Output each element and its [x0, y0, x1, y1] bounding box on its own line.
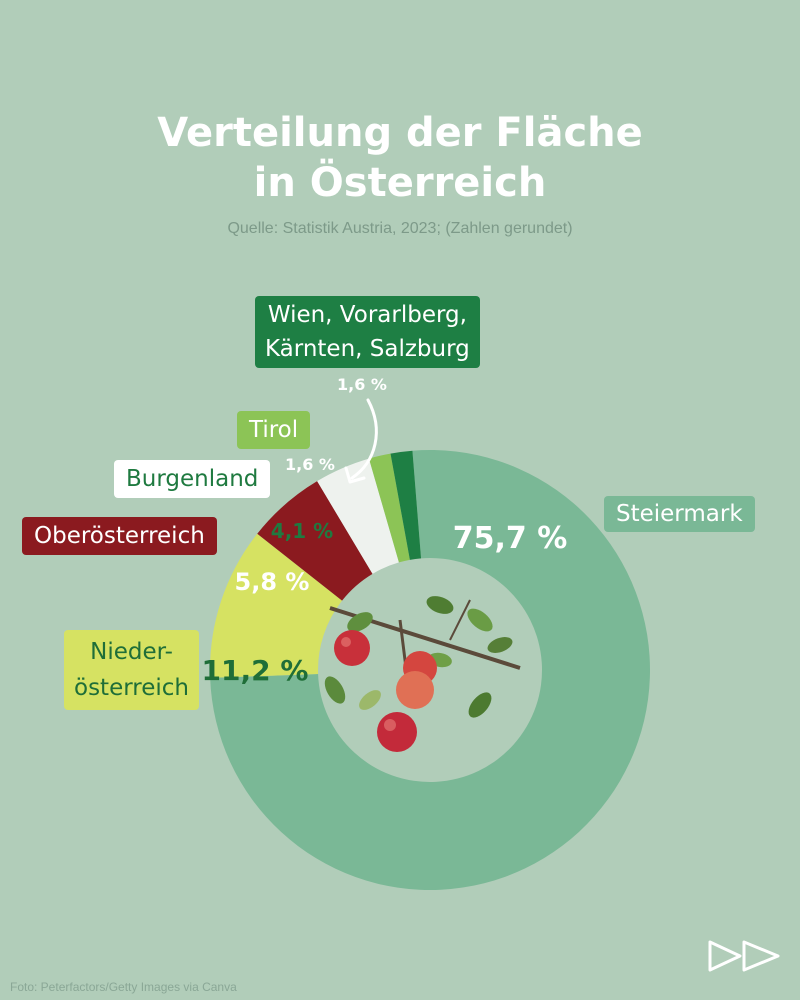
slice-label-tirol: 1,6 %	[285, 455, 335, 474]
donut-slice-burgenland	[317, 458, 399, 574]
slice-label-niederoesterreich: 11,2 %	[202, 654, 309, 687]
chart-title: Verteilung der Fläche in Österreich	[0, 108, 800, 208]
label-tirol: Tirol	[237, 411, 311, 449]
slice-label-oberoesterreich: 5,8 %	[235, 568, 310, 596]
donut-slice-tirol	[368, 453, 410, 563]
source-note: Quelle: Statistik Austria, 2023; (Zahlen…	[227, 220, 573, 237]
photo-credit: Foto: Peterfactors/Getty Images via Canv…	[10, 980, 237, 994]
slice-label-wien-vorarlberg-kaernten-salzburg: 1,6 %	[337, 375, 387, 394]
apple-branch-image	[324, 596, 521, 752]
title-line-1: Verteilung der Fläche	[157, 110, 643, 156]
slice-label-steiermark: 75,7 %	[453, 521, 568, 556]
donut-slices	[210, 449, 650, 890]
donut-slice-oberoesterreich	[257, 481, 373, 601]
label-steiermark: Steiermark	[604, 496, 755, 532]
label-niederoesterreich: Nieder- österreich	[64, 630, 199, 710]
donut-slice-niederoesterreich	[210, 533, 343, 678]
title-line-2: in Österreich	[253, 160, 547, 206]
forward-arrows-icon[interactable]	[706, 938, 782, 974]
curved-arrow-icon	[344, 398, 378, 484]
donut-slice-steiermark	[210, 449, 650, 890]
label-oberoesterreich: Oberösterreich	[22, 517, 217, 555]
slice-label-burgenland: 4,1 %	[271, 519, 333, 543]
label-niederoesterreich-line1: Nieder-	[90, 639, 173, 665]
label-niederoesterreich-line2: österreich	[74, 675, 189, 701]
label-wien-vorarlberg-kaernten-salzburg: Wien, Vorarlberg, Kärnten, Salzburg	[255, 296, 480, 368]
label-wien-line1: Wien, Vorarlberg,	[267, 302, 467, 328]
label-wien-line2: Kärnten, Salzburg	[265, 336, 470, 362]
donut-slice-wien-vorarlberg-kaernten-salzburg	[390, 450, 422, 560]
label-burgenland: Burgenland	[114, 460, 271, 498]
